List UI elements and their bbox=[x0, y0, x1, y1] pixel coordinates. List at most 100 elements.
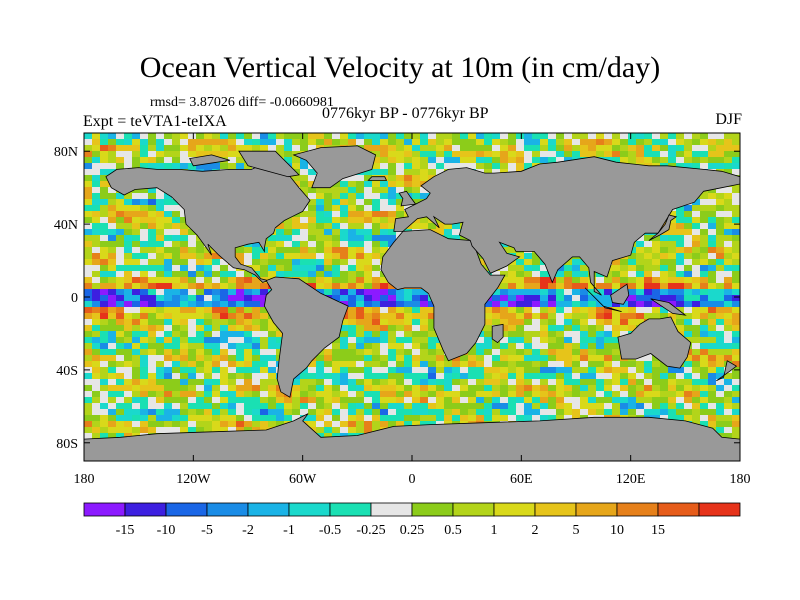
ocean-cell bbox=[292, 235, 301, 242]
ocean-cell bbox=[708, 415, 717, 422]
ocean-cell bbox=[100, 325, 109, 332]
ocean-cell bbox=[724, 229, 733, 236]
ocean-cell bbox=[148, 403, 157, 410]
ocean-cell bbox=[244, 139, 253, 146]
ocean-cell bbox=[596, 133, 605, 140]
ocean-cell bbox=[148, 247, 157, 254]
ocean-cell bbox=[236, 373, 245, 380]
ocean-cell bbox=[228, 427, 237, 434]
ocean-cell bbox=[380, 205, 389, 212]
ocean-cell bbox=[244, 331, 253, 338]
ocean-cell bbox=[196, 277, 205, 284]
ocean-cell bbox=[572, 325, 581, 332]
ocean-cell bbox=[164, 223, 173, 230]
ocean-cell bbox=[716, 337, 725, 344]
ocean-cell bbox=[524, 373, 533, 380]
ocean-cell bbox=[324, 223, 333, 230]
ocean-cell bbox=[188, 403, 197, 410]
ocean-cell bbox=[692, 385, 701, 392]
ocean-cell bbox=[164, 397, 173, 404]
colorbar-label: -10 bbox=[157, 523, 176, 538]
ocean-cell bbox=[156, 373, 165, 380]
ocean-cell bbox=[244, 421, 253, 428]
lon-tick-label: 180 bbox=[730, 472, 751, 487]
ocean-cell bbox=[556, 139, 565, 146]
ocean-cell bbox=[180, 229, 189, 236]
ocean-cell bbox=[644, 313, 653, 320]
ocean-cell bbox=[732, 199, 740, 206]
ocean-cell bbox=[348, 283, 357, 290]
ocean-cell bbox=[172, 205, 181, 212]
ocean-cell bbox=[92, 163, 101, 170]
ocean-cell bbox=[724, 187, 733, 194]
ocean-cell bbox=[396, 187, 405, 194]
ocean-cell bbox=[540, 325, 549, 332]
ocean-cell bbox=[388, 181, 397, 188]
ocean-cell bbox=[644, 277, 653, 284]
ocean-cell bbox=[108, 205, 117, 212]
ocean-cell bbox=[556, 409, 565, 416]
ocean-cell bbox=[148, 145, 157, 152]
ocean-cell bbox=[556, 385, 565, 392]
ocean-cell bbox=[732, 325, 740, 332]
ocean-cell bbox=[188, 319, 197, 326]
colorbar-swatch bbox=[370, 502, 413, 517]
ocean-cell bbox=[156, 241, 165, 248]
ocean-cell bbox=[148, 223, 157, 230]
ocean-cell bbox=[220, 295, 229, 302]
ocean-cell bbox=[124, 217, 133, 224]
ocean-cell bbox=[380, 325, 389, 332]
ocean-cell bbox=[716, 331, 725, 338]
ocean-cell bbox=[628, 409, 637, 416]
ocean-cell bbox=[124, 343, 133, 350]
ocean-cell bbox=[188, 325, 197, 332]
ocean-cell bbox=[484, 313, 493, 320]
ocean-cell bbox=[172, 385, 181, 392]
ocean-cell bbox=[124, 379, 133, 386]
ocean-cell bbox=[92, 301, 101, 308]
ocean-cell bbox=[220, 271, 229, 278]
ocean-cell bbox=[628, 259, 637, 266]
ocean-cell bbox=[676, 241, 685, 248]
ocean-cell bbox=[220, 289, 229, 296]
ocean-cell bbox=[292, 175, 301, 182]
ocean-cell bbox=[380, 307, 389, 314]
ocean-cell bbox=[148, 295, 157, 302]
ocean-cell bbox=[620, 325, 629, 332]
ocean-cell bbox=[620, 133, 629, 140]
ocean-cell bbox=[596, 349, 605, 356]
ocean-cell bbox=[684, 391, 693, 398]
ocean-cell bbox=[500, 361, 509, 368]
ocean-cell bbox=[300, 277, 309, 284]
ocean-cell bbox=[572, 151, 581, 158]
ocean-cell bbox=[132, 421, 141, 428]
ocean-cell bbox=[476, 391, 485, 398]
ocean-cell bbox=[348, 403, 357, 410]
ocean-cell bbox=[116, 355, 125, 362]
colorbar-label: -1 bbox=[283, 523, 295, 538]
ocean-cell bbox=[524, 385, 533, 392]
ocean-cell bbox=[708, 235, 717, 242]
ocean-cell bbox=[332, 361, 341, 368]
ocean-cell bbox=[692, 139, 701, 146]
ocean-cell bbox=[636, 289, 645, 296]
ocean-cell bbox=[716, 385, 725, 392]
ocean-cell bbox=[180, 325, 189, 332]
ocean-cell bbox=[540, 265, 549, 272]
ocean-cell bbox=[428, 157, 437, 164]
ocean-cell bbox=[388, 391, 397, 398]
ocean-cell bbox=[492, 307, 501, 314]
ocean-cell bbox=[468, 133, 477, 140]
ocean-cell bbox=[460, 151, 469, 158]
ocean-cell bbox=[84, 313, 93, 320]
ocean-cell bbox=[492, 139, 501, 146]
ocean-cell bbox=[340, 331, 349, 338]
ocean-cell bbox=[732, 145, 740, 152]
ocean-cell bbox=[516, 403, 525, 410]
ocean-cell bbox=[188, 415, 197, 422]
ocean-cell bbox=[180, 319, 189, 326]
ocean-cell bbox=[100, 295, 109, 302]
ocean-cell bbox=[676, 205, 685, 212]
ocean-cell bbox=[140, 133, 149, 140]
ocean-cell bbox=[180, 241, 189, 248]
